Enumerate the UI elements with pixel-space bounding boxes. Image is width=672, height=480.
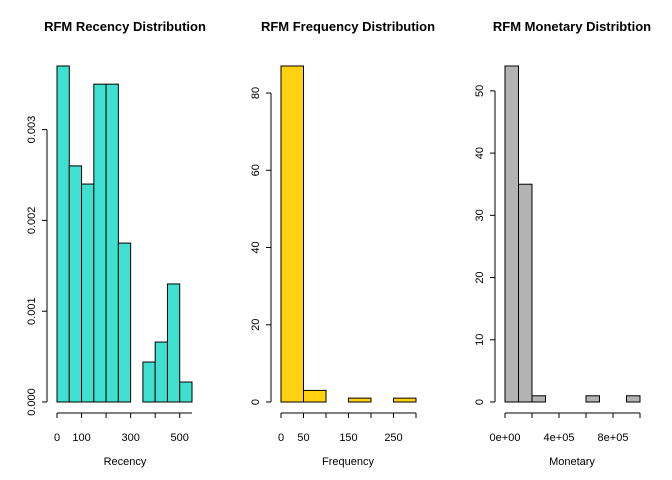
monetary-bar: [626, 395, 641, 403]
frequency-bars: [280, 65, 417, 403]
monetary-y-tick-label: 20: [474, 271, 486, 283]
monetary-y-tick-label: 10: [474, 334, 486, 346]
recency-x-axis-label: Recency: [104, 456, 147, 468]
monetary-y-tick-label: 30: [474, 209, 486, 221]
recency-bar: [93, 83, 107, 403]
recency-y-tick-label: 0.002: [26, 207, 38, 235]
recency-chart-title: RFM Recency Distribution: [44, 19, 206, 34]
monetary-x-tick-label: 0e+00: [490, 432, 521, 444]
monetary-x-axis: 0e+00 4e+05 8e+05: [490, 412, 641, 444]
frequency-chart-title: RFM Frequency Distribution: [261, 19, 435, 34]
frequency-x-axis: 0 50 150 250: [278, 412, 417, 444]
recency-x-tick-label: 0: [54, 432, 60, 444]
frequency-y-tick-label: 0: [250, 399, 262, 405]
recency-y-axis: 0.000 0.001 0.002 0.003: [26, 116, 48, 416]
frequency-bar: [303, 389, 327, 403]
frequency-x-tick-label: 0: [278, 432, 284, 444]
frequency-y-tick-label: 20: [250, 319, 262, 331]
recency-bars: [56, 65, 193, 403]
recency-bar: [179, 381, 193, 403]
recency-bar: [166, 283, 181, 403]
frequency-histogram-panel: RFM Frequency Distribution Frequency 0 50…: [250, 19, 435, 468]
recency-x-tick-label: 500: [171, 432, 189, 444]
monetary-x-tick-label: 8e+05: [598, 432, 629, 444]
frequency-x-tick-label: 50: [297, 432, 309, 444]
recency-histogram-panel: RFM Recency Distribution Recency 0 100 300…: [26, 19, 206, 468]
monetary-bar: [531, 395, 546, 403]
recency-y-tick-label: 0.000: [26, 388, 38, 416]
monetary-x-axis-label: Monetary: [549, 456, 595, 468]
recency-y-tick-label: 0.003: [26, 116, 38, 144]
recency-bar: [154, 341, 168, 403]
recency-bar: [142, 361, 156, 403]
frequency-y-tick-label: 60: [250, 164, 262, 176]
monetary-y-axis: 0 10 20 30 40 50: [474, 85, 496, 405]
recency-x-axis: 0 100 300 500: [54, 412, 192, 444]
frequency-x-tick-label: 250: [384, 432, 402, 444]
monetary-y-tick-label: 40: [474, 147, 486, 159]
monetary-histogram-panel: RFM Monetary Distribtion Monetary 0e+00 4…: [474, 19, 651, 468]
frequency-bar: [393, 397, 417, 403]
recency-bar: [68, 165, 83, 403]
frequency-y-axis: 0 20 40 60 80: [250, 87, 272, 405]
monetary-y-tick-label: 50: [474, 85, 486, 97]
frequency-x-tick-label: 150: [339, 432, 357, 444]
monetary-chart-title: RFM Monetary Distribtion: [493, 19, 651, 34]
recency-x-tick-label: 300: [121, 432, 139, 444]
recency-y-tick-label: 0.001: [26, 297, 38, 325]
monetary-y-tick-label: 0: [474, 399, 486, 405]
monetary-bars: [504, 65, 641, 403]
monetary-x-tick-label: 4e+05: [544, 432, 575, 444]
frequency-bar: [280, 65, 304, 403]
monetary-bar: [585, 395, 600, 403]
recency-bar: [81, 183, 95, 403]
frequency-y-tick-label: 80: [250, 87, 262, 99]
frequency-x-axis-label: Frequency: [322, 456, 374, 468]
recency-bar: [117, 242, 132, 403]
recency-x-tick-label: 100: [72, 432, 90, 444]
recency-bar: [105, 83, 119, 403]
monetary-bar: [518, 183, 533, 403]
monetary-bar: [504, 65, 519, 403]
frequency-y-tick-label: 40: [250, 241, 262, 253]
recency-bar: [56, 65, 70, 403]
frequency-bar: [348, 397, 372, 403]
